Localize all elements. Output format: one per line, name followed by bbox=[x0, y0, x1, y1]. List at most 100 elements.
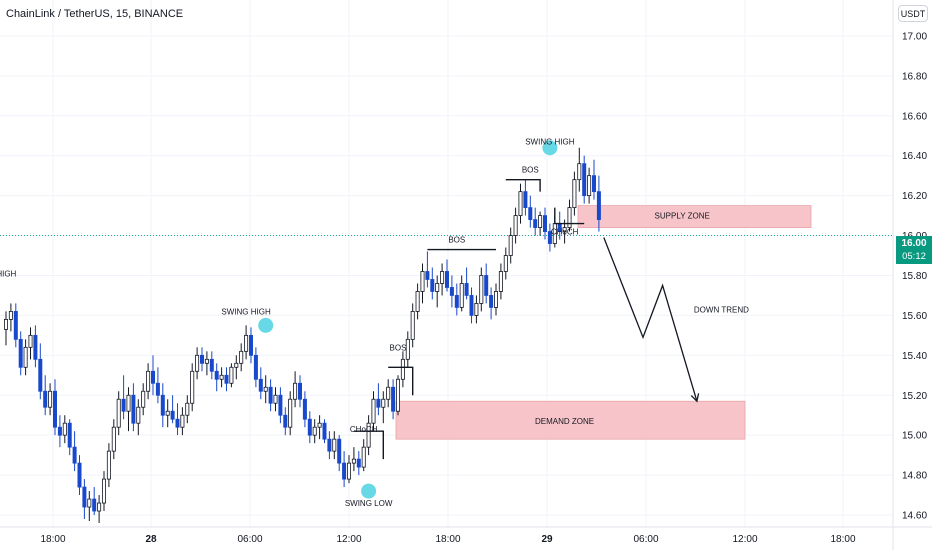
candle-body bbox=[82, 486, 87, 508]
candle bbox=[307, 411, 312, 444]
candle-body bbox=[381, 398, 386, 408]
candle bbox=[572, 171, 577, 216]
candle bbox=[351, 447, 356, 472]
candle-body bbox=[263, 386, 268, 392]
candle-body bbox=[165, 410, 170, 416]
candle-body bbox=[592, 175, 597, 193]
candle bbox=[582, 155, 587, 204]
candle bbox=[322, 419, 327, 444]
candle-body bbox=[131, 394, 136, 424]
x-tick-label: 12:00 bbox=[336, 534, 361, 545]
candle-body bbox=[219, 374, 224, 380]
annotation-label: SWING LOW bbox=[345, 499, 393, 508]
candle-body bbox=[253, 354, 258, 380]
candle-body bbox=[464, 283, 469, 296]
candle-body bbox=[582, 163, 587, 197]
swing-point-marker bbox=[258, 317, 274, 333]
candle bbox=[425, 251, 430, 288]
candle bbox=[508, 227, 513, 264]
y-tick-label: 14.60 bbox=[902, 511, 927, 522]
candle bbox=[332, 431, 337, 460]
candle-body bbox=[587, 175, 592, 197]
candle bbox=[577, 147, 582, 192]
candle bbox=[87, 491, 92, 522]
candle-body bbox=[307, 418, 312, 436]
supply-zone bbox=[577, 205, 812, 228]
candle-body bbox=[459, 283, 464, 308]
annotation-label: CHoCH bbox=[350, 425, 378, 434]
down-trend-arrow bbox=[603, 237, 698, 402]
candle bbox=[18, 331, 23, 376]
x-tick-label: 18:00 bbox=[830, 534, 855, 545]
candle-body bbox=[415, 291, 420, 312]
candle bbox=[141, 383, 146, 416]
annotation-label: DOWN TREND bbox=[694, 305, 749, 314]
annotation-label: SWING HIGH bbox=[221, 307, 271, 316]
candle-body bbox=[327, 438, 332, 452]
y-tick-label: 15.40 bbox=[902, 351, 927, 362]
candle-body bbox=[43, 390, 48, 408]
candle-body bbox=[474, 303, 479, 316]
candle bbox=[268, 379, 273, 412]
candle-body bbox=[234, 362, 239, 368]
candle-body bbox=[297, 382, 302, 400]
candle bbox=[4, 311, 9, 346]
candle-body bbox=[273, 394, 278, 404]
currency-button[interactable]: USDT bbox=[898, 5, 928, 22]
candle-body bbox=[224, 374, 229, 384]
candle bbox=[116, 391, 121, 436]
y-tick-label: 17.00 bbox=[902, 31, 927, 42]
y-tick-label: 15.60 bbox=[902, 311, 927, 322]
candle-body bbox=[57, 426, 62, 436]
candle-body bbox=[356, 458, 361, 468]
candle-body bbox=[337, 438, 342, 464]
candle bbox=[155, 367, 160, 404]
candle-body bbox=[13, 311, 18, 340]
candle-body bbox=[146, 370, 151, 392]
candle-body bbox=[572, 179, 577, 209]
candle bbox=[248, 327, 253, 364]
candle bbox=[121, 375, 126, 420]
candle bbox=[484, 263, 489, 304]
candle bbox=[356, 451, 361, 476]
candle bbox=[23, 339, 28, 376]
candle-body bbox=[33, 334, 38, 360]
candle bbox=[395, 375, 400, 416]
candle bbox=[297, 375, 302, 408]
candle bbox=[543, 207, 548, 240]
swing-point-marker bbox=[361, 483, 377, 499]
candle-body bbox=[361, 446, 366, 468]
candle bbox=[48, 383, 53, 416]
candle bbox=[469, 287, 474, 324]
candle bbox=[493, 283, 498, 316]
candle bbox=[513, 207, 518, 244]
candle-body bbox=[268, 386, 273, 404]
last-price-badge: 16.00 05:12 bbox=[896, 236, 932, 264]
candle bbox=[327, 431, 332, 460]
candle bbox=[405, 331, 410, 368]
candle-body bbox=[150, 370, 155, 384]
candle-body bbox=[8, 311, 13, 320]
x-tick-label: 12:00 bbox=[732, 534, 757, 545]
candle-body bbox=[425, 271, 430, 280]
candle-body bbox=[371, 398, 376, 424]
candle-body bbox=[386, 386, 391, 400]
candle bbox=[444, 259, 449, 292]
annotation-label: BOS bbox=[448, 236, 465, 245]
candle-body bbox=[239, 350, 244, 364]
candle bbox=[391, 379, 396, 420]
candle bbox=[346, 455, 351, 484]
x-tick-label: 18:00 bbox=[40, 534, 65, 545]
candle bbox=[312, 419, 317, 444]
y-tick-label: 14.80 bbox=[902, 471, 927, 482]
candle-body bbox=[454, 295, 459, 308]
candle bbox=[302, 391, 307, 428]
candle bbox=[528, 195, 533, 228]
candle-body bbox=[92, 498, 97, 512]
candle-body bbox=[48, 390, 53, 408]
annotation-label: CHoCH bbox=[551, 228, 579, 237]
candle-body bbox=[366, 422, 371, 448]
annotation-label: SWING HIGH bbox=[0, 269, 17, 278]
candle-body bbox=[136, 406, 141, 424]
